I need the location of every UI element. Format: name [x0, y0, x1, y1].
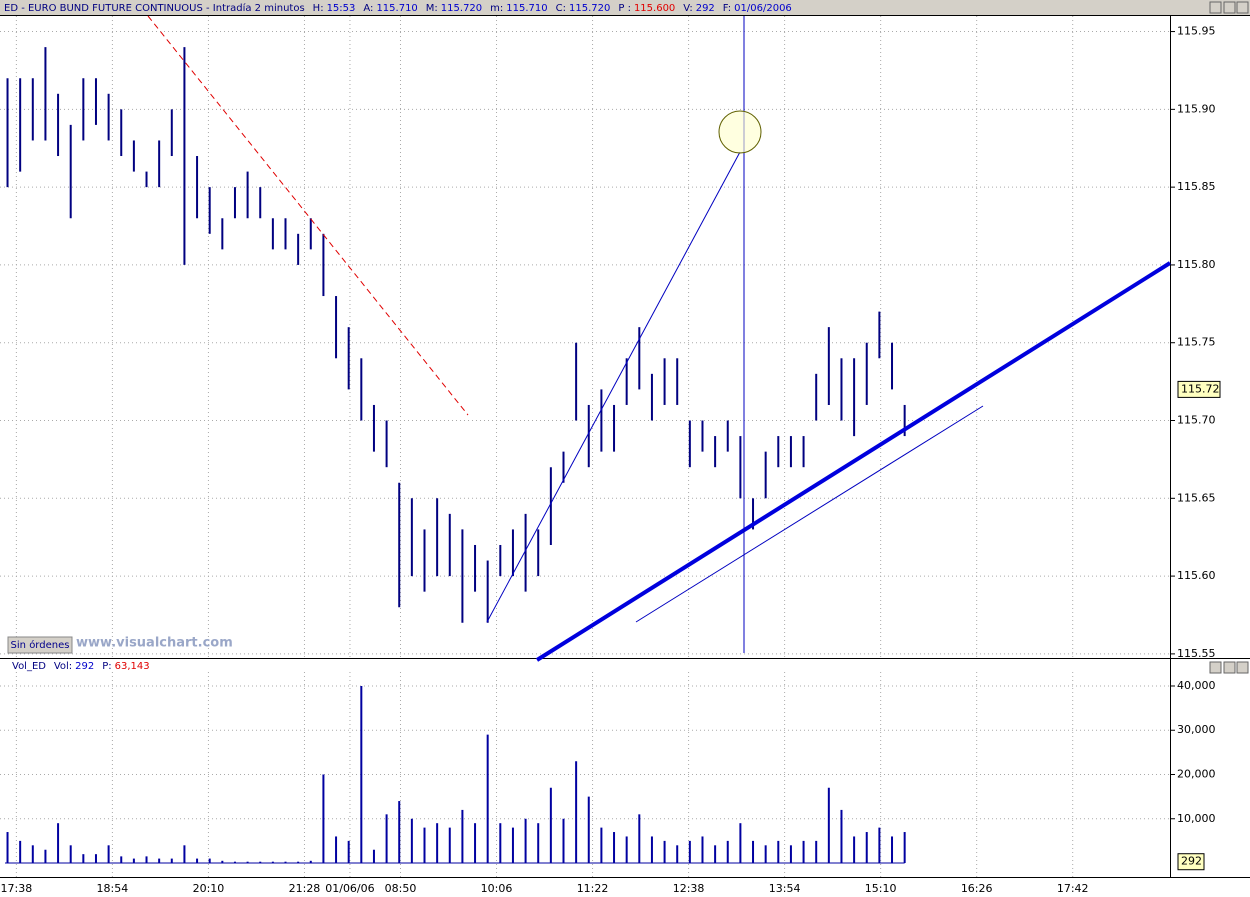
- header-label: M:: [426, 3, 438, 14]
- y-tick-label: 30,000: [1177, 723, 1216, 736]
- x-tick-label: 01/06/06: [325, 882, 374, 895]
- last-volume-box: [1177, 853, 1205, 871]
- header-value: 292: [75, 661, 94, 672]
- x-tick-label: 08:50: [385, 882, 417, 895]
- x-tick-label: 17:38: [1, 882, 33, 895]
- button[interactable]: [1223, 661, 1236, 674]
- y-tick-label: 115.95: [1177, 25, 1216, 38]
- header-label: C:: [556, 3, 566, 14]
- y-tick-label: 115.85: [1177, 180, 1216, 193]
- y-tick-label: 115.70: [1177, 414, 1216, 427]
- y-tick-label: 115.60: [1177, 569, 1216, 582]
- header-value: 01/06/2006: [734, 3, 792, 14]
- header-value: 15:53: [327, 3, 356, 14]
- last-price-box: [1177, 380, 1221, 398]
- last-volume: 292: [1181, 855, 1202, 868]
- x-tick-label: 16:26: [961, 882, 993, 895]
- x-tick-label: 21:28: [289, 882, 321, 895]
- header-value: 115.710: [376, 3, 417, 14]
- y-tick-label: 40,000: [1177, 679, 1216, 692]
- header-label: A:: [363, 3, 373, 14]
- x-tick-label: 11:22: [577, 882, 609, 895]
- x-tick-label: 20:10: [193, 882, 225, 895]
- x-tick-label: 18:54: [97, 882, 129, 895]
- header-label: Vol_ED: [12, 661, 46, 672]
- window-buttons[interactable]: [1209, 1, 1249, 674]
- trend-line: [535, 261, 1172, 662]
- title-bar: [0, 0, 1250, 15]
- header-label: P:: [102, 661, 111, 672]
- y-tick-label: 115.75: [1177, 336, 1216, 349]
- trend-line: [635, 405, 984, 623]
- button[interactable]: [7, 636, 73, 654]
- header-value: 63,143: [115, 661, 150, 672]
- header-label: H:: [313, 3, 324, 14]
- volume-header: Vol_ED Vol: 292 P: 63,143: [12, 661, 150, 672]
- grid: [0, 16, 1170, 877]
- button[interactable]: [1236, 1, 1249, 14]
- header-label: V:: [683, 3, 692, 14]
- header-label: ED - EURO BUND FUTURE CONTINUOUS - Intra…: [4, 2, 305, 14]
- header-value: 115.720: [569, 3, 610, 14]
- drawings: [147, 15, 1172, 662]
- header-label: m:: [490, 3, 503, 14]
- x-tick-label: 17:42: [1057, 882, 1089, 895]
- price-header: ED - EURO BUND FUTURE CONTINUOUS - Intra…: [4, 2, 792, 14]
- x-tick-label: 15:10: [865, 882, 897, 895]
- last-price: 115.72: [1181, 382, 1220, 395]
- x-tick-label: 13:54: [769, 882, 801, 895]
- y-tick-label: 115.65: [1177, 491, 1216, 504]
- button-label[interactable]: Sin órdenes: [11, 639, 70, 651]
- header-label: P :: [618, 3, 631, 14]
- header-value: 115.600: [634, 3, 675, 14]
- watermark: www.visualchart.com: [76, 636, 233, 651]
- header-value: 292: [696, 3, 715, 14]
- button[interactable]: [1236, 661, 1249, 674]
- header-value: 115.720: [441, 3, 482, 14]
- header-label: F:: [723, 3, 731, 14]
- button[interactable]: [1209, 1, 1222, 14]
- y-tick-label: 115.80: [1177, 258, 1216, 271]
- trend-line: [147, 15, 469, 416]
- button[interactable]: [1223, 1, 1236, 14]
- marks: [5, 47, 906, 864]
- x-tick-label: 12:38: [673, 882, 705, 895]
- circle: [718, 110, 762, 154]
- y-tick-label: 115.55: [1177, 647, 1216, 660]
- x-tick-label: 10:06: [481, 882, 513, 895]
- y-tick-label: 20,000: [1177, 768, 1216, 781]
- y-tick-label: 115.90: [1177, 102, 1216, 115]
- button[interactable]: [1209, 661, 1222, 674]
- header-value: 115.710: [506, 3, 547, 14]
- trend-line: [486, 151, 741, 623]
- y-tick-label: 10,000: [1177, 812, 1216, 825]
- header-label: Vol:: [54, 661, 72, 672]
